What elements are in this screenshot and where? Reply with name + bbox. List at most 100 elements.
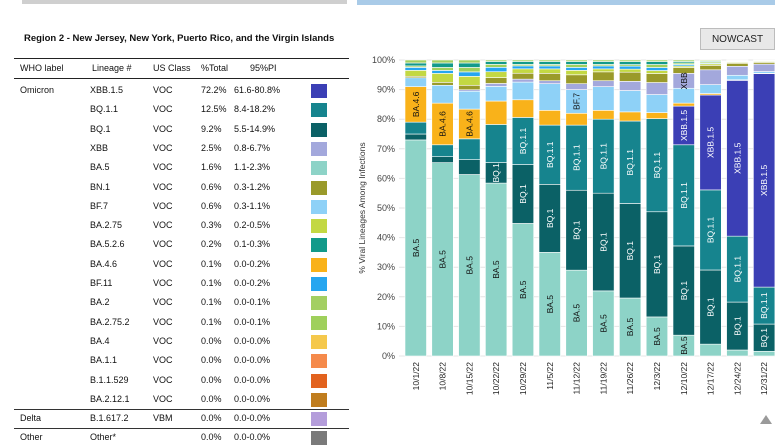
us-class: VOC <box>153 317 173 327</box>
lineage-color-swatch <box>311 412 327 426</box>
percent-total: 0.3% <box>201 220 222 230</box>
x-tick-label: 11/12/22 <box>572 362 582 395</box>
bar-segment-ba-4-6 <box>512 100 534 118</box>
lineage-name: BF.7 <box>90 201 108 211</box>
lineage-color-swatch <box>311 200 327 214</box>
bar-segment-ba-2 <box>485 60 507 61</box>
bar-segment-ba-4-6 <box>539 110 561 125</box>
x-tick-label: 12/17/22 <box>706 362 716 395</box>
bar-label: BQ.1.1 <box>652 152 662 179</box>
lineage-name: BA.4.6 <box>90 259 117 269</box>
percent-total: 9.2% <box>201 124 222 134</box>
bar-segment-bf-11 <box>566 67 588 70</box>
us-class: VOC <box>153 355 173 365</box>
percent-total: 0.0% <box>201 432 222 442</box>
bar-segment-bn-1 <box>593 72 615 81</box>
bar-label: BA.4.6 <box>438 111 448 137</box>
bar-label: BQ.1 <box>679 281 689 301</box>
prediction-interval: 0.0-0.0% <box>234 432 270 442</box>
bar-label: BQ.1.1 <box>706 216 716 243</box>
x-tick-label: 11/5/22 <box>545 362 555 390</box>
us-class: VBM <box>153 413 173 423</box>
bar-segment-bq-1-1 <box>405 122 427 134</box>
bar-segment-ba-4-6 <box>566 113 588 125</box>
nowcast-button[interactable]: NOWCAST <box>700 28 775 50</box>
x-tick-label: 10/22/22 <box>491 362 501 395</box>
bar-label: XBB.1.5 <box>679 110 689 141</box>
prediction-interval: 0.1-0.3% <box>234 239 270 249</box>
bar-segment-xbb <box>512 79 534 82</box>
y-axis-label: % Viral Lineages Among Infections <box>357 142 367 273</box>
bar-segment-bf-7 <box>432 85 454 103</box>
prediction-interval: 8.4-18.2% <box>234 104 275 114</box>
x-tick-label: 12/10/22 <box>679 362 689 395</box>
bar-label: BQ.1.1 <box>625 149 635 176</box>
lineage-name: Other* <box>90 432 116 442</box>
who-label: Omicron <box>20 85 54 95</box>
lineage-name: B.1.1.529 <box>90 375 129 385</box>
bar-segment-ba-5 <box>727 350 749 356</box>
bar-segment-ba-4-6 <box>593 110 615 119</box>
bar-segment-ba-2 <box>727 60 749 61</box>
bar-segment-ba-5-2-6 <box>619 62 641 65</box>
us-class: VOC <box>153 220 173 230</box>
lineage-name: BA.2.75 <box>90 220 122 230</box>
prediction-interval: 0.8-6.7% <box>234 143 270 153</box>
bar-segment-ba-2 <box>673 60 695 61</box>
lineage-name: BF.11 <box>90 278 112 288</box>
bar-segment-xbb <box>566 84 588 90</box>
bar-segment-bn-1 <box>432 82 454 85</box>
bar-label: BQ.1 <box>625 241 635 261</box>
bar-segment-bf-7 <box>700 85 722 94</box>
prediction-interval: 0.0-0.0% <box>234 355 270 365</box>
scroll-up-icon[interactable] <box>760 415 772 424</box>
bar-label: BA.5 <box>411 238 421 257</box>
us-class: VOC <box>153 162 173 172</box>
percent-total: 0.0% <box>201 413 222 423</box>
bar-segment-ba-2-75 <box>405 70 427 76</box>
x-tick-label: 12/3/22 <box>652 362 662 391</box>
bar-segment-ba-2-75 <box>619 69 641 72</box>
lineage-color-swatch <box>311 354 327 368</box>
bar-segment-ba-5 <box>753 351 775 356</box>
bar-segment-ba-2 <box>646 60 668 62</box>
bar-segment-ba-2-75-2 <box>646 65 668 68</box>
prediction-interval: 0.0-0.0% <box>234 375 270 385</box>
y-tick-label: 20% <box>377 292 395 302</box>
bar-segment-ba-4-6 <box>673 103 695 106</box>
prediction-interval: 0.0-0.2% <box>234 278 270 288</box>
lineage-color-swatch <box>311 335 327 349</box>
bar-segment-ba-2-75-2 <box>459 67 481 71</box>
who-label: Other <box>20 432 43 442</box>
x-tick-label: 11/19/22 <box>598 362 608 395</box>
x-tick-label: 10/1/22 <box>411 362 421 391</box>
bar-segment-ba-5-2-6 <box>512 61 534 64</box>
bar-segment-bf-11 <box>459 72 481 76</box>
bar-segment-bn-1 <box>566 75 588 84</box>
percent-total: 0.6% <box>201 201 222 211</box>
percent-total: 0.1% <box>201 297 222 307</box>
us-class: VOC <box>153 394 173 404</box>
us-class: VOC <box>153 201 173 211</box>
y-tick-label: 50% <box>377 203 395 213</box>
percent-total: 0.1% <box>201 278 222 288</box>
bar-segment-bq-1-1 <box>432 145 454 157</box>
lineage-name: XBB.1.5 <box>90 85 123 95</box>
bar-label: BA.5 <box>598 314 608 333</box>
percent-total: 0.0% <box>201 336 222 346</box>
x-tick-label: 12/31/22 <box>759 362 769 395</box>
lineage-color-swatch <box>311 161 327 175</box>
percent-total: 0.1% <box>201 259 222 269</box>
bar-label: BQ.1.1 <box>572 144 582 171</box>
lineage-name: B.1.617.2 <box>90 413 129 423</box>
us-class: VOC <box>153 336 173 346</box>
bar-segment-bf-11 <box>593 66 615 69</box>
x-tick-label: 10/29/22 <box>518 362 528 395</box>
header-who-label: WHO label <box>20 63 64 73</box>
bar-segment-ba-2 <box>405 60 427 63</box>
bar-segment-ba-2-75 <box>512 69 534 73</box>
